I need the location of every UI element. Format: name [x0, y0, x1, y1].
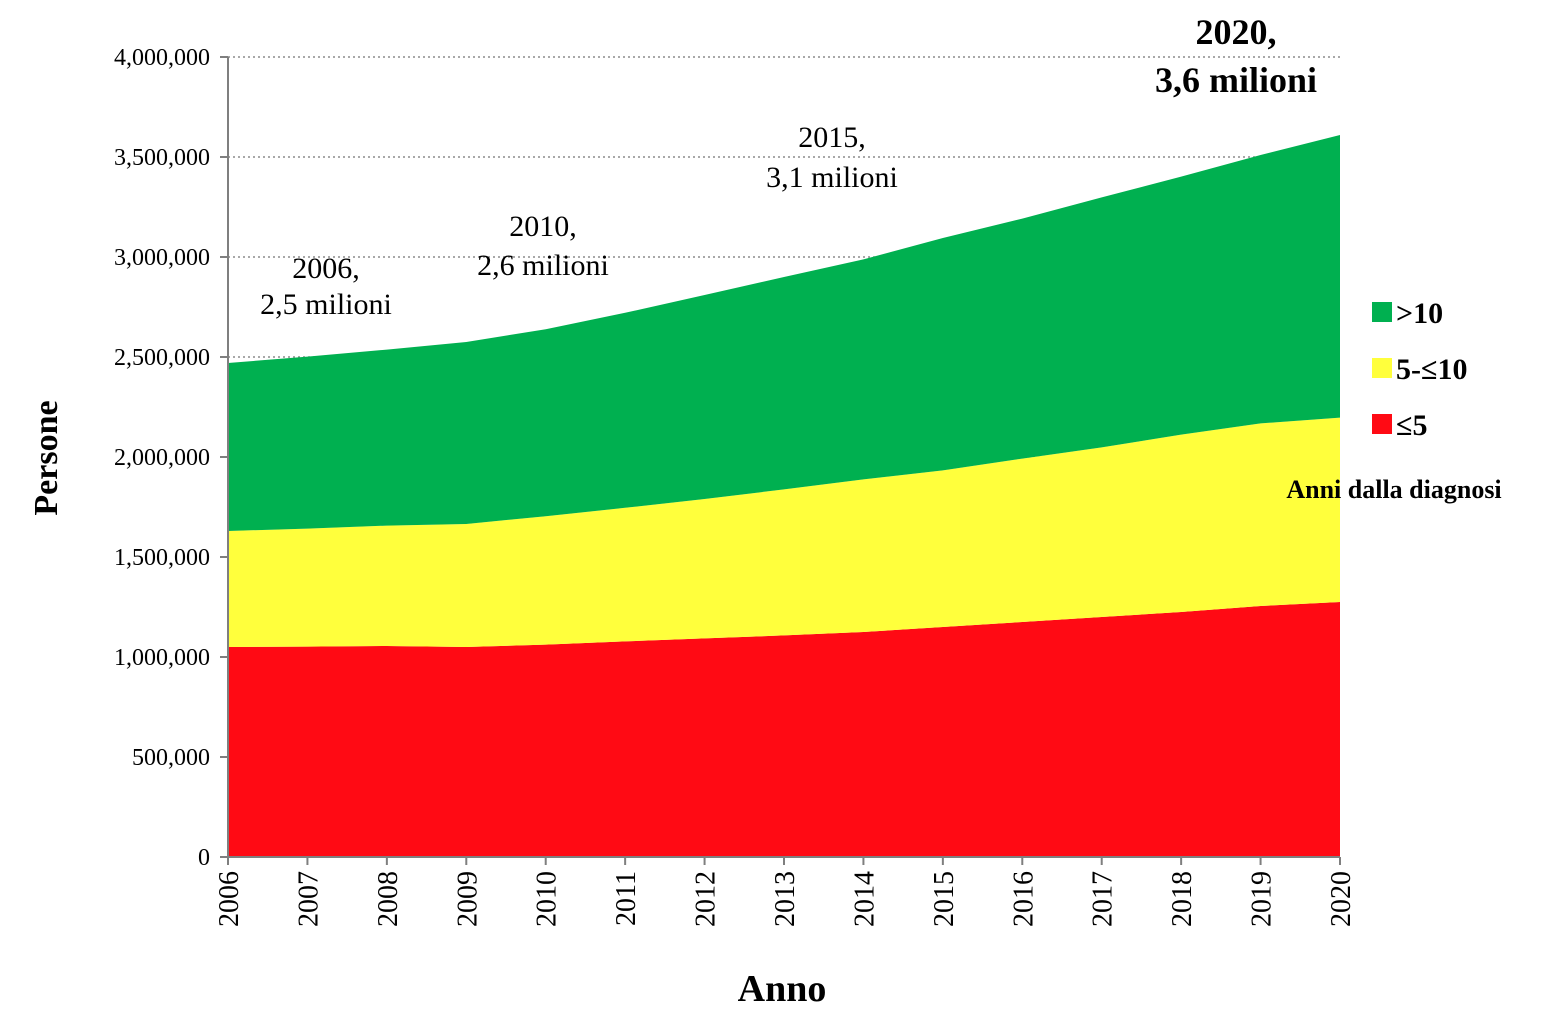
- legend: >10 5-≤10 ≤5 Anni dalla diagnosi: [1286, 297, 1501, 504]
- annotation-2010: 2010, 2,6 milioni: [477, 210, 609, 282]
- legend-swatch-5-10: [1372, 358, 1392, 378]
- x-axis-label: Anno: [738, 968, 827, 1010]
- y-tick-label: 0: [198, 845, 210, 871]
- y-axis-label: Persone: [28, 400, 65, 515]
- area-series-0: [228, 602, 1340, 857]
- x-tick-label: 2016: [1008, 871, 1039, 927]
- x-tick-label: 2018: [1167, 871, 1198, 927]
- legend-swatch-gt10: [1372, 302, 1392, 322]
- area-series-2: [228, 135, 1340, 531]
- y-tick-label: 2,000,000: [114, 445, 210, 471]
- x-tick-label: 2008: [373, 871, 404, 927]
- legend-label-le5: ≤5: [1396, 409, 1427, 442]
- x-tick-label: 2020: [1326, 871, 1357, 927]
- x-tick-label: 2009: [452, 871, 483, 927]
- x-tick-label: 2007: [293, 871, 324, 927]
- x-tick-label: 2013: [770, 871, 801, 927]
- y-axis-ticks: 0 500,000 1,000,000 1,500,000 2,000,000 2,500…: [114, 45, 228, 871]
- x-tick-label: 2011: [611, 871, 642, 926]
- x-tick-label: 2017: [1088, 871, 1119, 927]
- y-tick-label: 4,000,000: [114, 45, 210, 71]
- x-tick-label: 2010: [532, 871, 563, 927]
- annotation-2006: 2006, 2,5 milioni: [260, 252, 392, 321]
- areas: [228, 135, 1340, 857]
- legend-swatch-le5: [1372, 414, 1392, 434]
- y-tick-label: 3,500,000: [114, 145, 210, 171]
- annotation-2020-value: 3,6 milioni: [1155, 60, 1317, 100]
- x-tick-label: 2012: [691, 871, 722, 927]
- y-tick-label: 3,000,000: [114, 245, 210, 271]
- x-tick-label: 2015: [929, 871, 960, 927]
- legend-label-5-10: 5-≤10: [1396, 353, 1467, 386]
- y-tick-label: 2,500,000: [114, 345, 210, 371]
- annotation-2010-value: 2,6 milioni: [477, 249, 609, 282]
- area-series-1: [228, 417, 1340, 647]
- x-tick-label: 2019: [1247, 871, 1278, 927]
- annotation-2010-year: 2010,: [509, 210, 577, 243]
- annotation-2020: 2020, 3,6 milioni: [1155, 12, 1317, 100]
- annotation-2015-value: 3,1 milioni: [766, 161, 898, 194]
- x-axis-ticks: 2006 2007 2008 2009 2010 2011 2012 2013 2014 2015…: [214, 857, 1357, 927]
- y-tick-label: 1,500,000: [114, 545, 210, 571]
- y-tick-label: 500,000: [132, 745, 210, 771]
- legend-title: Anni dalla diagnosi: [1286, 475, 1501, 504]
- annotation-2015: 2015, 3,1 milioni: [766, 121, 898, 194]
- annotation-2020-year: 2020,: [1196, 12, 1277, 52]
- annotation-2015-year: 2015,: [798, 121, 866, 154]
- x-tick-label: 2006: [214, 871, 245, 927]
- x-tick-label: 2014: [849, 871, 880, 927]
- y-tick-label: 1,000,000: [114, 645, 210, 671]
- annotation-2006-year: 2006,: [292, 252, 360, 285]
- annotation-2006-value: 2,5 milioni: [260, 288, 392, 321]
- legend-label-gt10: >10: [1396, 297, 1443, 330]
